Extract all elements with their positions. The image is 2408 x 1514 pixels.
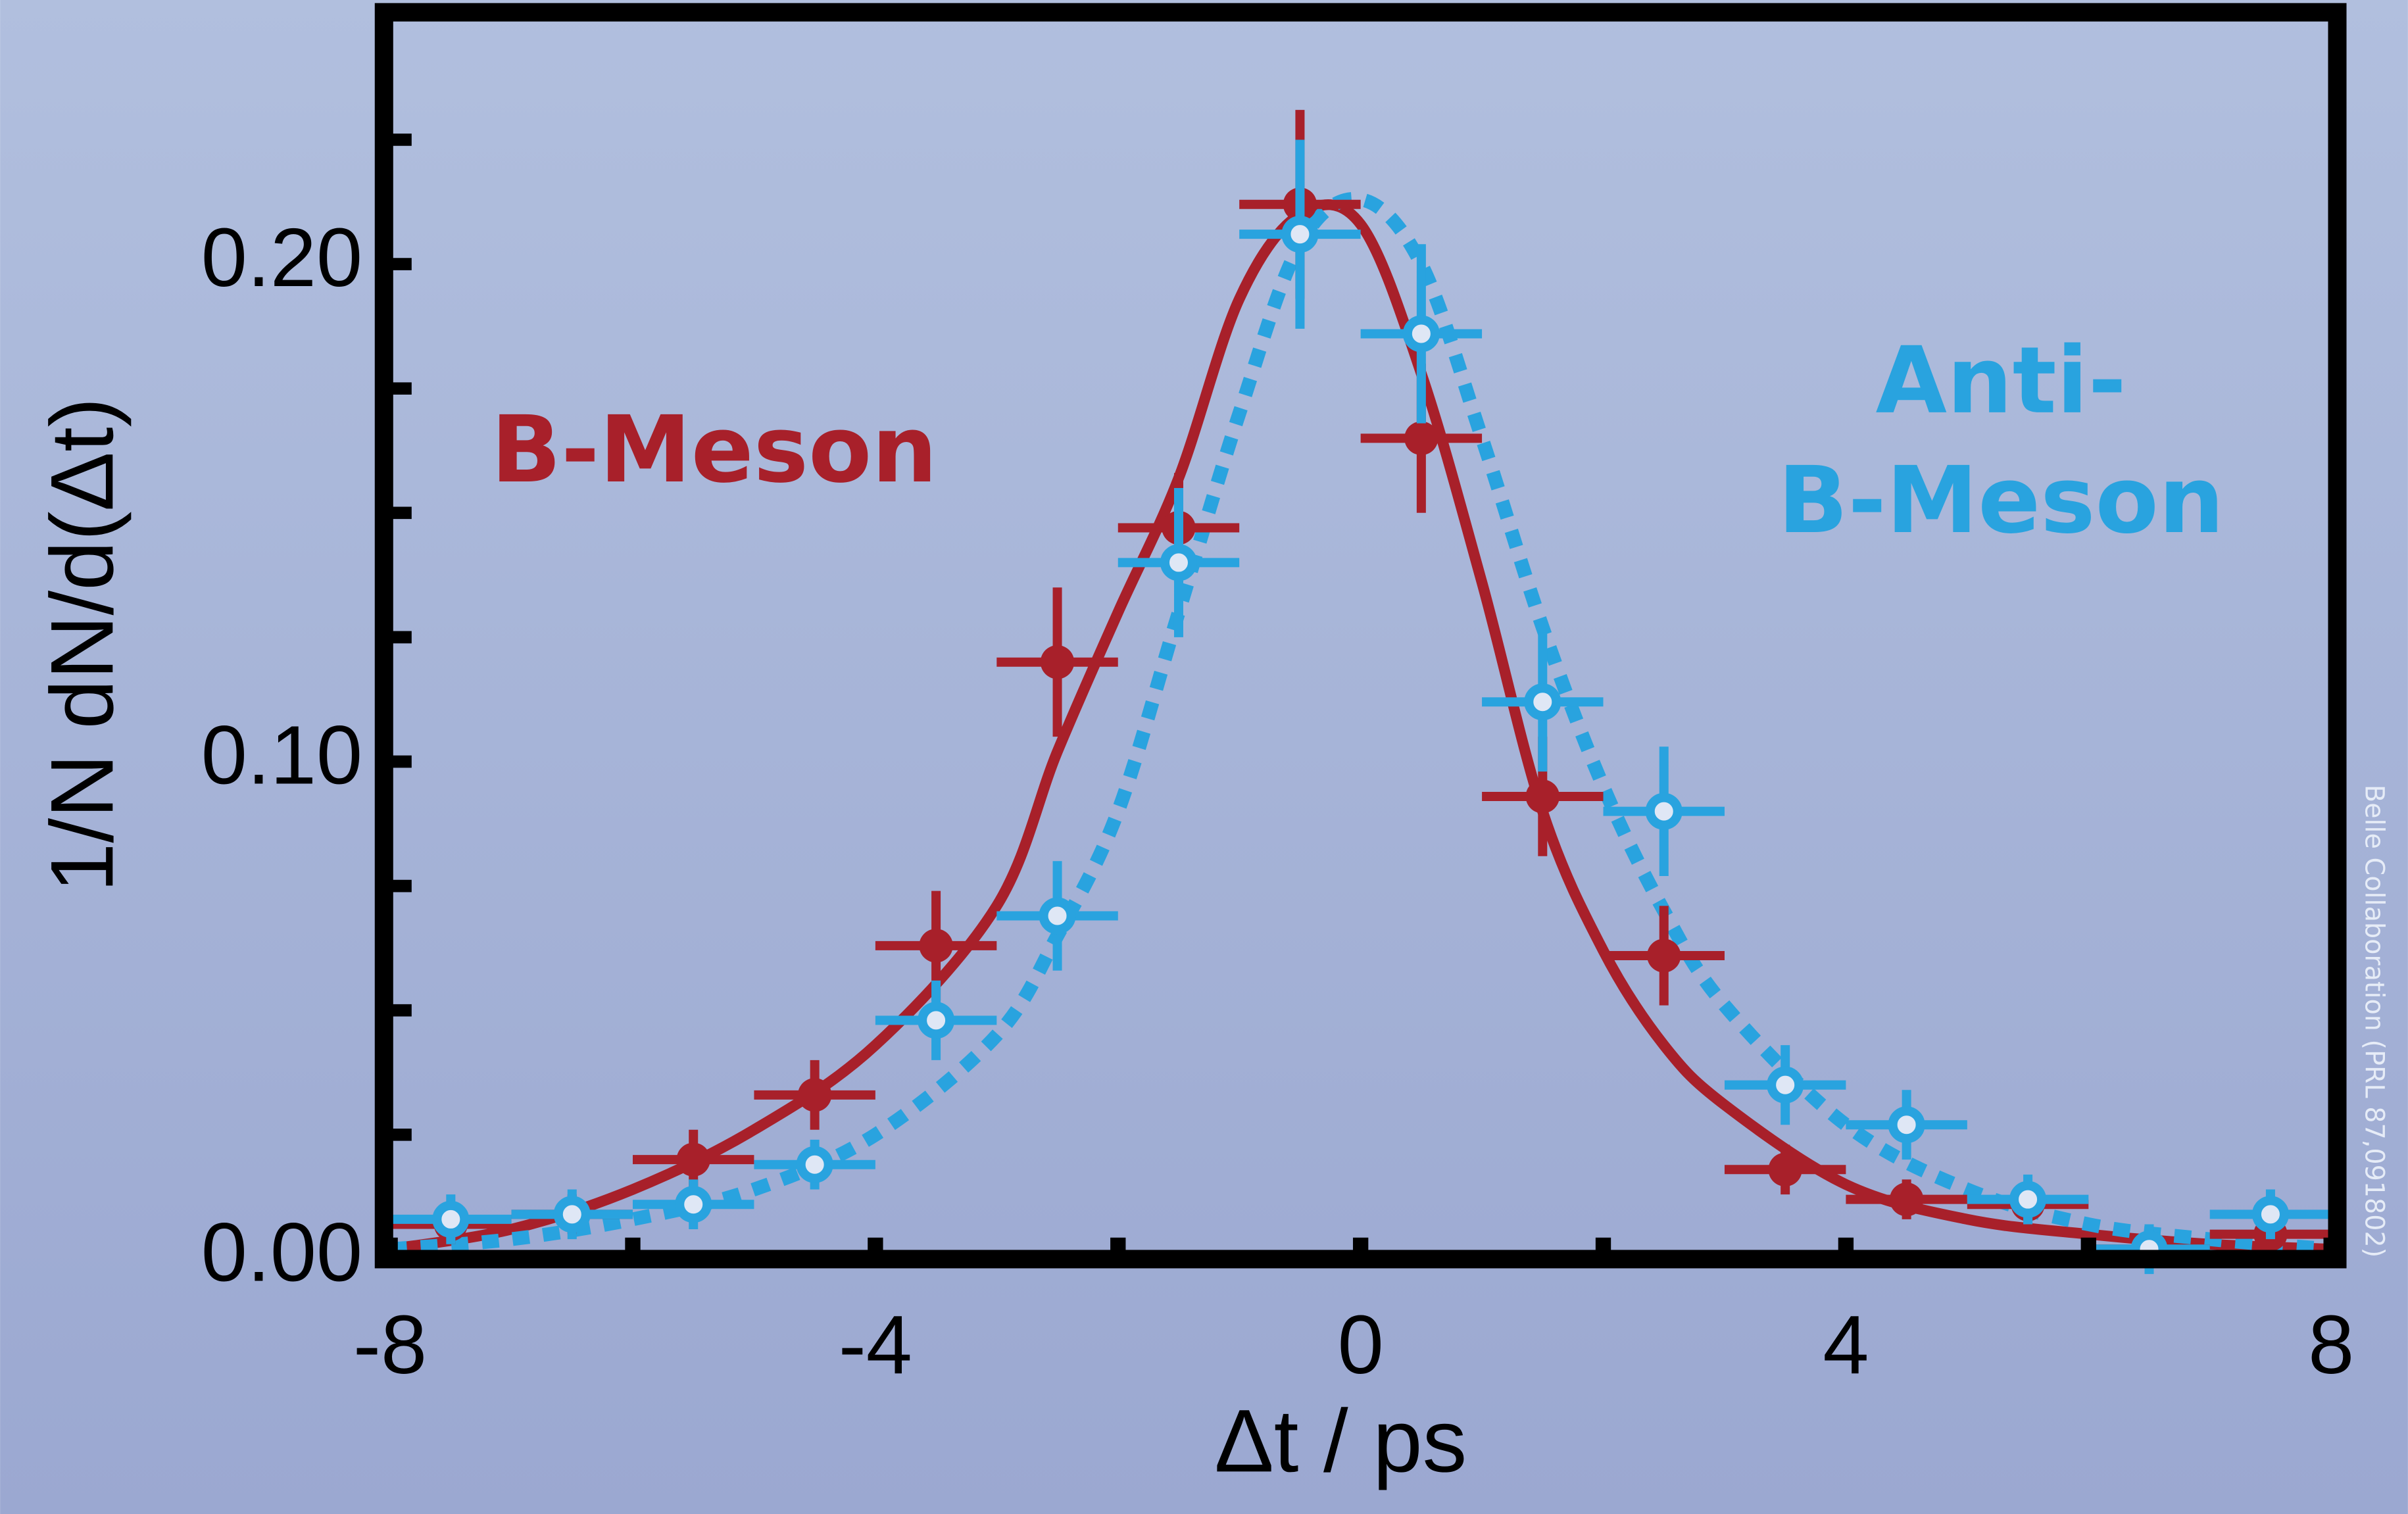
data-point — [1525, 779, 1560, 814]
data-point — [1888, 1106, 1925, 1144]
data-point — [1524, 683, 1561, 721]
y-tick-label: 0.00 — [201, 1206, 362, 1299]
data-point — [1645, 793, 1683, 830]
data-point — [1767, 1066, 1804, 1104]
series-label: B-Meson — [1778, 447, 2224, 554]
data-point — [1040, 645, 1075, 679]
y-tick-label: 0.10 — [201, 708, 362, 801]
fit-curve — [389, 191, 2332, 1256]
data-point — [1160, 544, 1197, 581]
data-point — [1404, 421, 1438, 456]
data-point — [2251, 1196, 2289, 1233]
data-point — [432, 1200, 470, 1238]
data-point — [919, 929, 953, 963]
series-label: Anti- — [1876, 328, 2126, 435]
y-tick-label: 0.20 — [201, 211, 362, 304]
data-point — [1768, 1152, 1802, 1186]
data-point — [1281, 216, 1319, 253]
credit: Belle Collaboration (PRL 87,091802) — [2359, 785, 2390, 1258]
x-tick-label: 4 — [1823, 1298, 1869, 1391]
x-axis-label: Δt / ps — [1214, 1390, 1467, 1490]
data-point — [918, 1002, 955, 1039]
y-axis-label: 1/N dN/d(Δt) — [32, 397, 132, 892]
x-tick-label: -4 — [839, 1298, 912, 1391]
data-point — [796, 1146, 833, 1183]
data-point — [676, 1142, 710, 1177]
x-tick-label: 8 — [2308, 1298, 2354, 1391]
data-point — [675, 1186, 712, 1223]
data-point — [1402, 315, 1440, 353]
series-label: B-Meson — [491, 397, 937, 504]
data-point — [797, 1078, 832, 1112]
x-tick-label: 0 — [1338, 1298, 1384, 1391]
fit-curve — [389, 199, 2332, 1255]
data-point — [1647, 939, 1681, 973]
data-point — [2009, 1181, 2047, 1218]
data-point — [553, 1196, 591, 1233]
data-point — [1889, 1182, 1924, 1217]
x-tick-label: -8 — [353, 1298, 427, 1391]
data-point — [1039, 897, 1076, 935]
